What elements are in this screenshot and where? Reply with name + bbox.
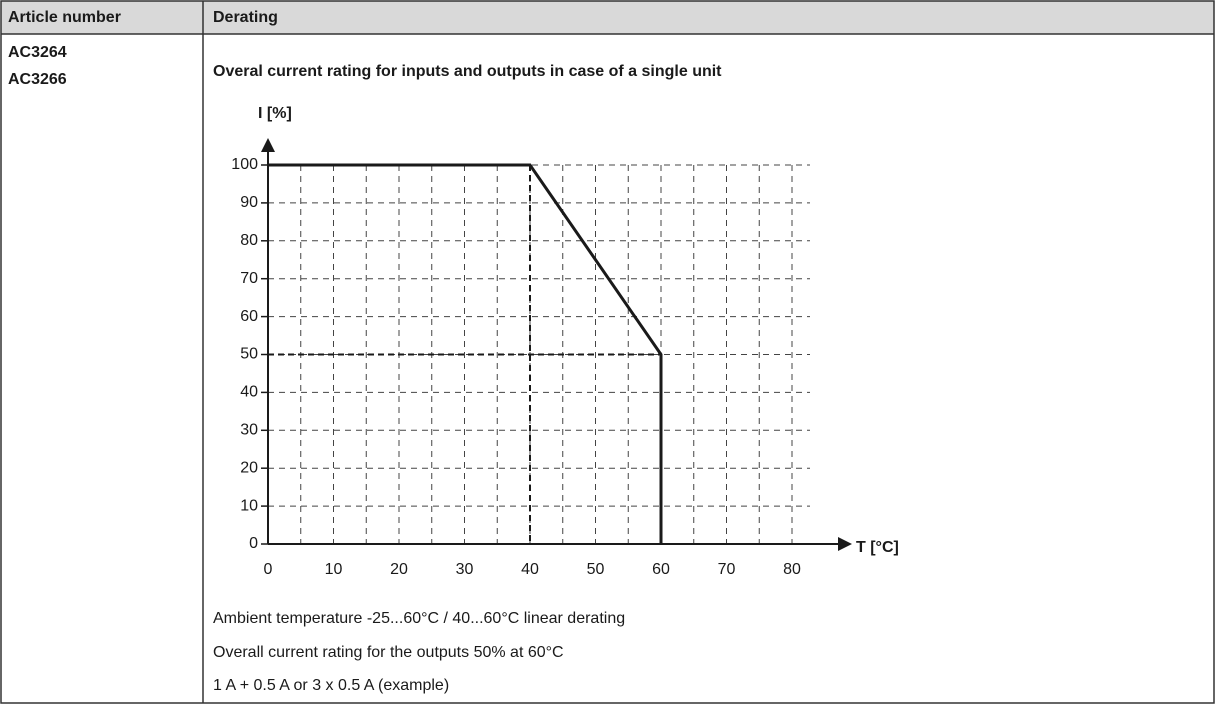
x-tick-label: 0 [264, 561, 273, 578]
x-tick-label: 80 [783, 561, 801, 578]
y-tick-label: 10 [240, 497, 258, 514]
header-cell: Article number [8, 9, 121, 26]
x-tick-label: 60 [652, 561, 670, 578]
header-row [1, 1, 1214, 34]
note: 1 A + 0.5 A or 3 x 0.5 A (example) [213, 677, 449, 694]
x-axis-arrow [838, 537, 852, 551]
y-tick-label: 0 [249, 535, 258, 552]
x-tick-label: 30 [456, 561, 474, 578]
y-tick-label: 70 [240, 270, 258, 287]
y-tick-label: 20 [240, 459, 258, 476]
x-tick-label: 40 [521, 561, 539, 578]
y-tick-label: 40 [240, 384, 258, 401]
note: Overall current rating for the outputs 5… [213, 644, 564, 661]
article: AC3266 [8, 71, 67, 88]
note: Ambient temperature -25...60°C / 40...60… [213, 610, 625, 627]
y-tick-label: 30 [240, 422, 258, 439]
x-tick-label: 70 [718, 561, 736, 578]
y-tick-label: 90 [240, 194, 258, 211]
y-tick-label: 50 [240, 346, 258, 363]
y-tick-label: 100 [231, 156, 258, 173]
x-tick-label: 20 [390, 561, 408, 578]
header-cell: Derating [213, 9, 278, 26]
y-axis-label: I [%] [258, 105, 292, 122]
article: AC3264 [8, 44, 67, 61]
x-tick-label: 50 [587, 561, 605, 578]
y-axis-arrow [261, 138, 275, 152]
x-axis-label: T [°C] [856, 539, 899, 556]
y-tick-label: 80 [240, 232, 258, 249]
chart-heading: Overal current rating for inputs and out… [213, 63, 722, 80]
y-tick-label: 60 [240, 308, 258, 325]
x-tick-label: 10 [325, 561, 343, 578]
derating-line [268, 163, 663, 544]
